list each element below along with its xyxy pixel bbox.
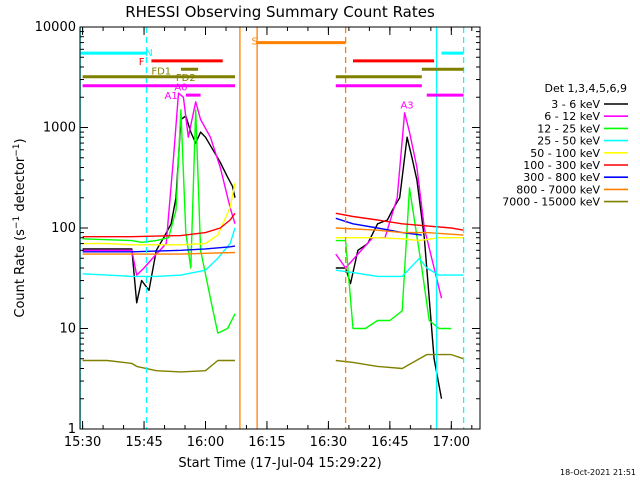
chart-title: RHESSI Observing Summary Count Rates — [125, 3, 435, 21]
legend-label-7: 800 - 7000 keV — [516, 183, 600, 196]
x-tick-label-4: 16:30 — [310, 435, 347, 450]
series-line-6-1 — [335, 217, 422, 236]
legend-label-5: 100 - 300 keV — [523, 159, 600, 172]
series-line-2-1 — [335, 187, 452, 330]
legend-label-2: 12 - 25 keV — [537, 122, 600, 135]
flag-label-s: S — [251, 36, 257, 47]
flag-label-a3: A3 — [400, 101, 413, 112]
y-label-mid: detector — [13, 156, 28, 216]
y-tick-label-0: 1 — [68, 422, 76, 437]
y-tick-label-2: 100 — [51, 221, 76, 236]
flag-label-a0: A0 — [174, 83, 187, 94]
series-line-3-0 — [82, 227, 236, 278]
y-tick-label-1: 10 — [59, 322, 76, 337]
flag-label-a1: A1 — [164, 91, 177, 102]
y-label-sup2: −1 — [12, 143, 22, 156]
y-label-main: Count Rate (s — [13, 229, 28, 318]
legend-title: Det 1,3,4,5,6,9 — [544, 82, 627, 95]
x-tick-label-6: 17:00 — [433, 435, 470, 450]
series-line-6-0 — [82, 245, 236, 253]
series-line-0-0 — [82, 115, 236, 304]
plot-series-group — [82, 92, 464, 399]
series-line-4-0 — [82, 182, 236, 246]
y-axis-label: Count Rate (s−1 detector−1) — [12, 138, 28, 317]
flag-label-fd2: FD2 — [176, 73, 196, 84]
flag-label-n: N — [145, 48, 152, 59]
x-tick-label-2: 16:00 — [187, 435, 224, 450]
series-line-5-1 — [335, 212, 464, 231]
series-line-5-0 — [82, 212, 236, 238]
timestamp: 18-Oct-2021 21:51 — [560, 468, 636, 477]
legend-label-6: 300 - 800 keV — [523, 171, 600, 184]
legend-label-3: 25 - 50 keV — [537, 135, 600, 148]
flag-label-f: F — [139, 57, 145, 68]
series-line-8-0 — [82, 359, 235, 373]
y-label-sup1: −1 — [12, 216, 22, 229]
x-tick-label-1: 15:45 — [125, 435, 162, 450]
series-line-1-1 — [335, 112, 443, 299]
legend-label-4: 50 - 100 keV — [530, 147, 600, 160]
x-tick-label-0: 15:30 — [64, 435, 101, 450]
flag-label-fd1: FD1 — [151, 67, 171, 78]
series-line-7-1 — [335, 227, 464, 236]
y-label-end: ) — [13, 138, 28, 143]
series-line-4-1 — [335, 236, 464, 242]
legend-label-8: 7000 - 15000 keV — [502, 196, 600, 209]
series-line-1-0 — [82, 92, 236, 276]
legend-label-1: 6 - 12 keV — [544, 110, 600, 123]
y-tick-label-4: 10000 — [35, 20, 76, 35]
axes: 15:30 15:45 16:00 16:15 16:30 16:45 17:00 1 10 10… — [35, 20, 480, 450]
x-tick-label-3: 16:15 — [248, 435, 285, 450]
series-line-7-0 — [82, 251, 236, 255]
series-line-8-1 — [335, 353, 464, 370]
x-tick-label-5: 16:45 — [371, 435, 408, 450]
x-axis-label: Start Time (17-Jul-04 15:29:22) — [178, 456, 381, 471]
y-tick-label-3: 1000 — [43, 121, 76, 136]
legend-label-0: 3 - 6 keV — [551, 98, 600, 111]
